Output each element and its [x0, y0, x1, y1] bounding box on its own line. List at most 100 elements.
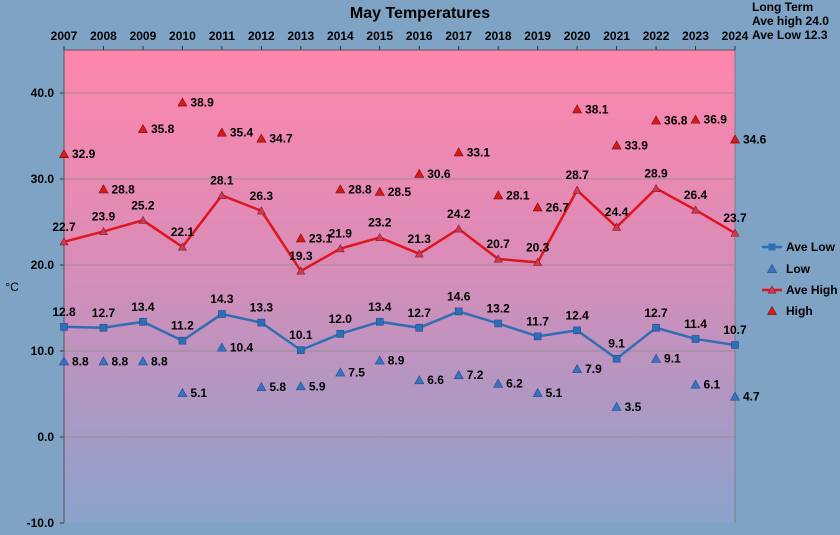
axes: -10.0 0.0 10.0 20.0 30.0 40.0 2007 2008 2009 2010…	[27, 29, 749, 530]
data-label: 30.6	[427, 167, 451, 181]
data-point	[691, 205, 701, 214]
data-label: 11.4	[684, 317, 707, 331]
data-label: 33.9	[625, 138, 649, 152]
gridlines	[64, 92, 735, 438]
y-tick-label: 20.0	[31, 258, 55, 272]
long-term-annotation: Long Term Ave high 24.0 Ave Low 12.3	[752, 0, 829, 42]
data-point	[729, 134, 741, 144]
annotation-line-1: Long Term	[752, 0, 813, 14]
data-point	[533, 257, 543, 266]
data-label: 32.9	[72, 147, 96, 161]
data-label: 24.4	[605, 205, 629, 219]
legend-item-ave-low: Ave Low	[762, 240, 836, 254]
data-label: 23.9	[92, 209, 116, 223]
legend-marker	[767, 285, 777, 294]
data-label: 9.1	[608, 337, 625, 351]
data-point	[335, 184, 346, 194]
series-line	[63, 186, 736, 273]
data-point	[98, 226, 108, 235]
legend-label: High	[786, 304, 813, 318]
data-point	[177, 388, 188, 398]
data-point	[374, 355, 385, 365]
data-label: 7.5	[348, 366, 365, 380]
data-point	[612, 354, 621, 363]
data-point	[295, 381, 306, 391]
data-point	[453, 147, 464, 157]
data-point	[651, 183, 661, 192]
data-label: 7.2	[467, 368, 484, 382]
data-point	[573, 326, 581, 335]
x-tick-label: 2023	[682, 29, 709, 43]
data-label: 12.4	[565, 308, 589, 322]
data-label: 12.0	[329, 312, 353, 326]
data-label: 22.1	[171, 225, 195, 239]
data-point	[216, 342, 227, 352]
chart-title: May Temperatures	[350, 5, 490, 22]
data-label: 5.9	[309, 379, 326, 393]
data-label: 11.7	[526, 314, 549, 328]
x-tick-label: 2012	[248, 29, 275, 43]
data-label: 4.7	[743, 390, 760, 404]
data-point	[652, 323, 660, 332]
data-point	[139, 317, 147, 326]
data-point	[216, 127, 227, 137]
data-point	[532, 202, 543, 212]
data-point	[335, 244, 345, 253]
annotation-line-2: Ave high 24.0	[752, 14, 829, 28]
legend-item-high: High	[766, 304, 813, 318]
legend-marker	[766, 263, 778, 273]
data-label: 35.4	[230, 126, 254, 140]
y-tick-label: -10.0	[27, 516, 55, 530]
data-label: 34.6	[743, 132, 767, 146]
x-tick-label: 2019	[524, 29, 551, 43]
data-point	[98, 184, 109, 194]
data-point	[690, 379, 701, 389]
legend-item-low: Low	[766, 262, 811, 276]
data-label: 12.7	[408, 306, 432, 320]
data-label: 8.8	[151, 354, 168, 368]
data-point	[730, 228, 740, 237]
data-point	[651, 115, 662, 125]
x-tick-label: 2024	[722, 29, 749, 43]
data-point	[414, 249, 424, 258]
data-point	[729, 391, 741, 401]
legend-label: Ave High	[786, 283, 838, 297]
data-label: 8.9	[388, 353, 405, 367]
data-point	[138, 215, 148, 224]
data-point	[336, 329, 345, 338]
data-point	[731, 341, 739, 349]
data-point	[177, 97, 188, 107]
data-point	[415, 323, 424, 332]
y-tick-label: 40.0	[31, 86, 55, 100]
x-tick-label: 2013	[287, 29, 314, 43]
data-point	[137, 356, 148, 366]
y-tick-label: 0.0	[37, 430, 54, 444]
x-tick-label: 2020	[564, 29, 591, 43]
series-layer	[58, 97, 741, 411]
data-label: 9.1	[664, 352, 681, 366]
data-label: 5.8	[269, 380, 286, 394]
legend: Ave Low Low Ave High High	[762, 240, 838, 318]
data-point	[493, 254, 503, 263]
data-label: 36.8	[664, 114, 688, 128]
data-point	[256, 382, 267, 392]
x-tick-label: 2008	[90, 29, 117, 43]
x-tick-label: 2016	[406, 29, 433, 43]
data-point	[178, 336, 187, 345]
data-point	[217, 190, 227, 199]
data-label: 24.2	[447, 207, 471, 221]
data-point	[257, 318, 266, 327]
data-label: 28.7	[565, 168, 589, 182]
series-high	[58, 97, 741, 243]
data-point	[454, 307, 463, 316]
data-label: 34.7	[269, 132, 293, 146]
data-label: 13.4	[368, 300, 392, 314]
x-tick-label: 2009	[130, 29, 157, 43]
data-label: 20.7	[486, 237, 510, 251]
data-label: 14.6	[447, 289, 471, 303]
data-point	[691, 335, 700, 343]
data-point	[296, 266, 306, 275]
data-label: 5.1	[190, 386, 207, 400]
